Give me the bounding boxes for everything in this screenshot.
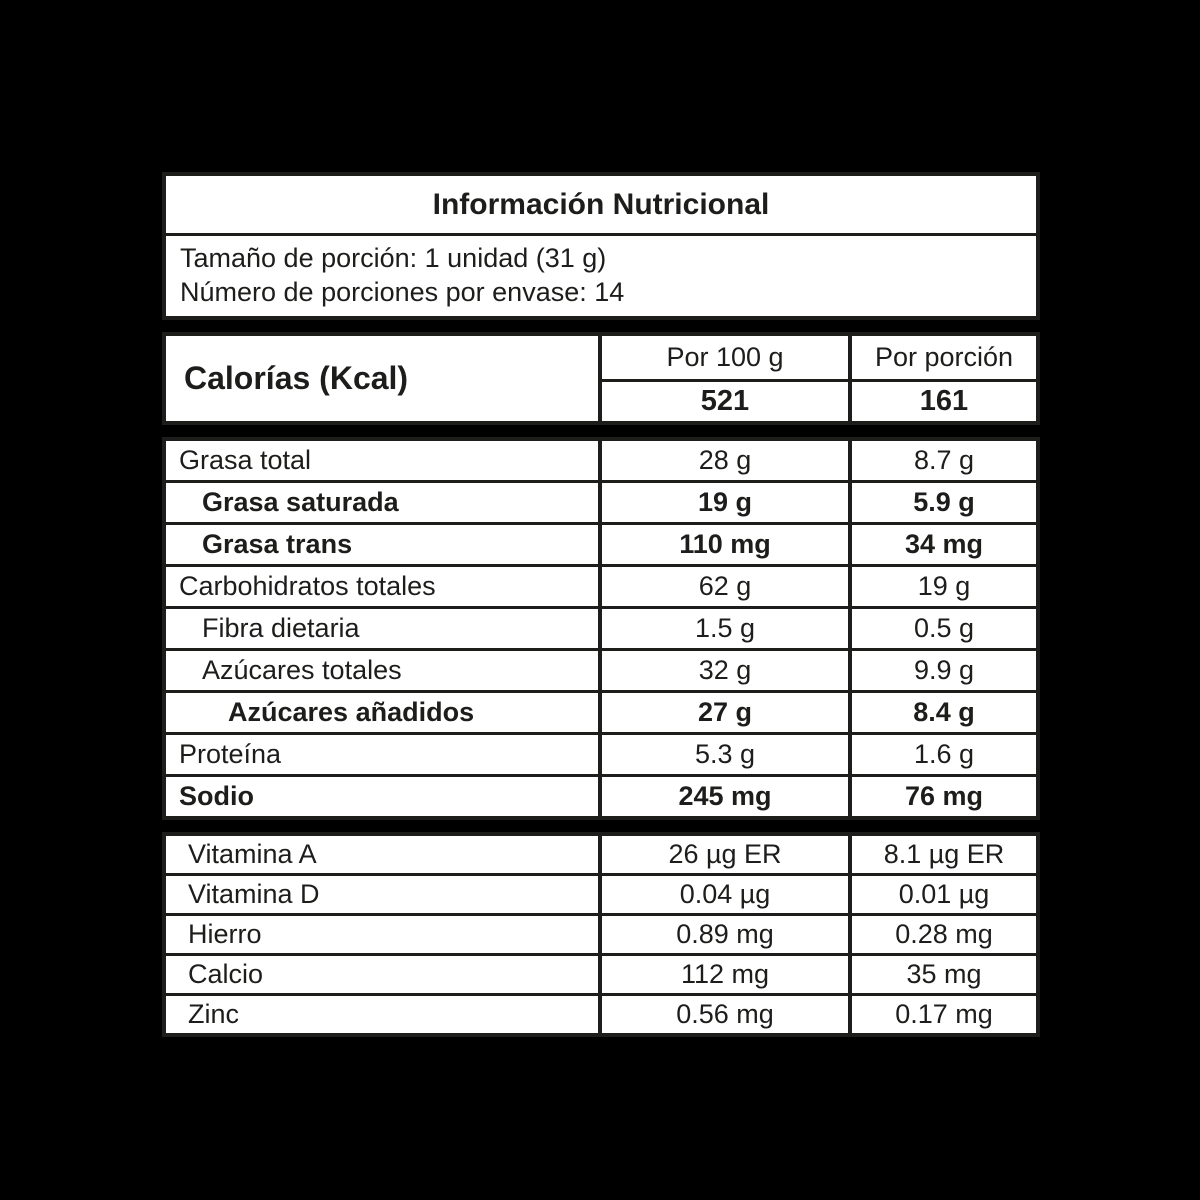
nutrient-name: Fibra dietaria (202, 613, 360, 643)
nutrient-per-portion-value: 8.7 g (848, 441, 1036, 480)
nutrient-name: Zinc (188, 999, 240, 1029)
serving-info: Tamaño de porción: 1 unidad (31 g) Númer… (166, 236, 1036, 316)
nutrient-row: Vitamina D 0.04 µg 0.01 µg (166, 873, 1036, 913)
nutrient-per-100g-value: 0.56 mg (598, 996, 848, 1033)
nutrient-name: Azúcares añadidos (228, 697, 475, 727)
nutrient-row: Zinc 0.56 mg 0.17 mg (166, 993, 1036, 1033)
nutrient-row: Calcio 112 mg 35 mg (166, 953, 1036, 993)
nutrient-name: Proteína (179, 739, 282, 769)
nutrient-row: Grasa saturada 19 g 5.9 g (166, 480, 1036, 522)
nutrient-row: Sodio 245 mg 76 mg (166, 774, 1036, 816)
serving-size-text: Tamaño de porción: 1 unidad (31 g) (180, 243, 607, 273)
nutrient-per-portion-value: 0.17 mg (848, 996, 1036, 1033)
calories-per-100g-value: 521 (598, 382, 848, 421)
nutrient-per-100g-value: 62 g (598, 567, 848, 606)
label-title: Información Nutricional (166, 176, 1036, 236)
nutrient-per-portion-value: 8.1 µg ER (848, 836, 1036, 873)
nutrient-row: Vitamina A 26 µg ER 8.1 µg ER (166, 836, 1036, 873)
nutrition-label: Información Nutricional Tamaño de porció… (162, 172, 1040, 1037)
nutrient-per-portion-value: 0.5 g (848, 609, 1036, 648)
nutrient-per-100g-value: 27 g (598, 693, 848, 732)
nutrient-name: Azúcares totales (202, 655, 402, 685)
nutrient-per-portion-value: 76 mg (848, 777, 1036, 816)
nutrient-name: Grasa saturada (202, 487, 399, 517)
calories-section: Calorías (Kcal) Por 100 g Por porción 52… (162, 332, 1040, 425)
nutrient-name: Calcio (188, 959, 264, 989)
nutrient-per-portion-value: 19 g (848, 567, 1036, 606)
nutrient-row: Grasa trans 110 mg 34 mg (166, 522, 1036, 564)
nutrient-per-portion-value: 34 mg (848, 525, 1036, 564)
column-header-per-100g: Por 100 g (598, 336, 848, 382)
nutrient-per-100g-value: 5.3 g (598, 735, 848, 774)
nutrient-per-portion-value: 9.9 g (848, 651, 1036, 690)
nutrient-per-100g-value: 110 mg (598, 525, 848, 564)
nutrient-row: Azúcares totales 32 g 9.9 g (166, 648, 1036, 690)
header-section: Información Nutricional Tamaño de porció… (162, 172, 1040, 320)
nutrient-per-portion-value: 0.01 µg (848, 876, 1036, 913)
nutrient-per-100g-value: 0.04 µg (598, 876, 848, 913)
column-header-per-portion: Por porción (848, 336, 1036, 382)
nutrient-name: Hierro (188, 919, 262, 949)
nutrient-row: Fibra dietaria 1.5 g 0.5 g (166, 606, 1036, 648)
calories-per-portion-value: 161 (848, 382, 1036, 421)
nutrient-row: Azúcares añadidos 27 g 8.4 g (166, 690, 1036, 732)
nutrient-per-100g-value: 0.89 mg (598, 916, 848, 953)
nutrient-name: Vitamina A (188, 839, 317, 869)
calories-label: Calorías (Kcal) (184, 360, 409, 396)
nutrient-row: Carbohidratos totales 62 g 19 g (166, 564, 1036, 606)
nutrient-name: Grasa trans (202, 529, 353, 559)
nutrient-name: Grasa total (179, 445, 312, 475)
micronutrients-section: Vitamina A 26 µg ER 8.1 µg ER Vitamina D… (162, 832, 1040, 1037)
nutrient-row: Hierro 0.89 mg 0.28 mg (166, 913, 1036, 953)
nutrient-per-100g-value: 32 g (598, 651, 848, 690)
nutrient-name: Carbohidratos totales (179, 571, 436, 601)
nutrient-per-portion-value: 35 mg (848, 956, 1036, 993)
nutrient-row: Proteína 5.3 g 1.6 g (166, 732, 1036, 774)
nutrient-per-100g-value: 245 mg (598, 777, 848, 816)
nutrient-name: Sodio (179, 781, 254, 811)
nutrient-name: Vitamina D (188, 879, 320, 909)
nutrients-section: Grasa total 28 g 8.7 g Grasa saturada 19… (162, 437, 1040, 820)
nutrient-per-portion-value: 0.28 mg (848, 916, 1036, 953)
nutrient-per-100g-value: 19 g (598, 483, 848, 522)
nutrient-per-100g-value: 28 g (598, 441, 848, 480)
nutrient-per-portion-value: 1.6 g (848, 735, 1036, 774)
nutrient-row: Grasa total 28 g 8.7 g (166, 441, 1036, 480)
nutrient-per-100g-value: 1.5 g (598, 609, 848, 648)
nutrient-per-portion-value: 5.9 g (848, 483, 1036, 522)
servings-per-container-text: Número de porciones por envase: 14 (180, 277, 625, 307)
nutrient-per-portion-value: 8.4 g (848, 693, 1036, 732)
nutrient-per-100g-value: 112 mg (598, 956, 848, 993)
nutrient-per-100g-value: 26 µg ER (598, 836, 848, 873)
